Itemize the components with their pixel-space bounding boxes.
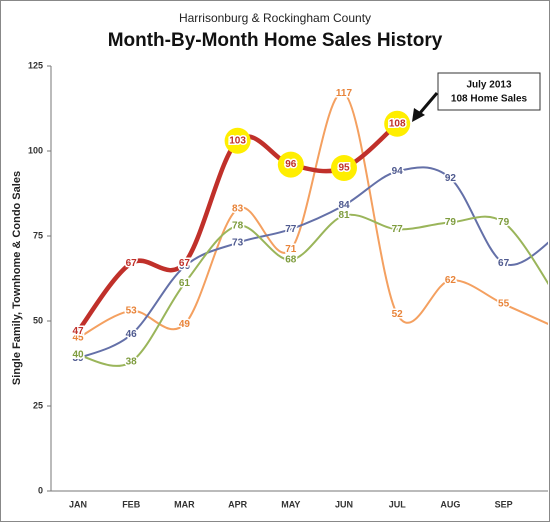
y-axis-label: Single Family, Townhome & Condo Sales: [11, 171, 23, 385]
data-label: 71: [285, 244, 297, 255]
data-label: 92: [445, 173, 457, 184]
highlight-marker: [331, 155, 357, 181]
data-label: 46: [126, 329, 138, 340]
data-label: 67: [126, 258, 138, 269]
data-label: 47: [72, 326, 84, 337]
data-label: 68: [285, 254, 297, 265]
data-label: 45: [72, 333, 84, 344]
x-tick-label: APR: [228, 499, 248, 509]
data-label: 61: [179, 278, 191, 289]
data-label: 77: [392, 224, 404, 235]
data-label: 67: [498, 258, 510, 269]
data-label: 53: [126, 305, 138, 316]
highlight-marker: [384, 110, 411, 137]
y-tick-label: 50: [33, 315, 43, 325]
data-label: 73: [232, 237, 244, 248]
data-label: 81: [338, 210, 350, 221]
x-tick-label: AUG: [440, 499, 460, 509]
annotation-box: [437, 72, 541, 111]
data-label: 103: [229, 135, 246, 146]
data-label: 94: [392, 166, 404, 177]
annotation: 108 Home Sales: [451, 94, 528, 105]
data-label: 79: [498, 217, 510, 228]
data-label: 83: [232, 203, 244, 214]
labels: 45 53 49 83 71 117 52 62 55 39 46 66 73 77 84 94 92 67 40 3…: [71, 86, 511, 369]
series-line: [77, 92, 548, 339]
data-label: 77: [285, 224, 297, 235]
data-label: 66: [179, 261, 191, 272]
data-label: 95: [338, 163, 350, 174]
annotation-arrow: [418, 92, 439, 114]
data-label: 79: [445, 217, 457, 228]
data-label: 96: [285, 159, 297, 170]
data-label: 117: [336, 88, 353, 99]
data-label: 40: [72, 350, 84, 361]
x-tick-label: JUN: [335, 499, 353, 509]
highlight-marker: [277, 151, 304, 178]
data-label: 108: [389, 118, 406, 129]
series-line: [77, 166, 548, 360]
x-tick-label: JAN: [69, 499, 87, 509]
x-tick-label: MAR: [174, 499, 195, 509]
data-label: 84: [338, 200, 350, 211]
y-tick-label: 25: [33, 400, 43, 410]
x-tick-label: MAY: [281, 499, 300, 509]
y-tick-label: 75: [33, 230, 43, 240]
annotation: July 2013: [466, 80, 511, 91]
data-label: 49: [179, 319, 191, 330]
y-tick-label: 0: [38, 485, 43, 495]
data-label: 52: [392, 309, 404, 320]
x-tick-label: JUL: [389, 499, 407, 509]
data-label: 67: [179, 258, 191, 269]
data-label: 55: [498, 299, 510, 310]
x-tick-label: FEB: [122, 499, 141, 509]
highlight-marker: [224, 127, 251, 154]
chart-title: Month-By-Month Home Sales History: [108, 30, 443, 51]
data-label: 38: [126, 356, 138, 367]
data-label: 78: [232, 220, 244, 231]
series-line: [77, 213, 548, 367]
y-tick-label: 100: [28, 145, 43, 155]
annotation-arrowhead: [412, 108, 425, 122]
data-label: 62: [445, 275, 457, 286]
chart-subtitle: Harrisonburg & Rockingham County: [179, 11, 371, 25]
y-tick-label: 125: [28, 60, 43, 70]
x-tick-label: SEP: [495, 499, 513, 509]
data-label: 39: [72, 353, 84, 364]
